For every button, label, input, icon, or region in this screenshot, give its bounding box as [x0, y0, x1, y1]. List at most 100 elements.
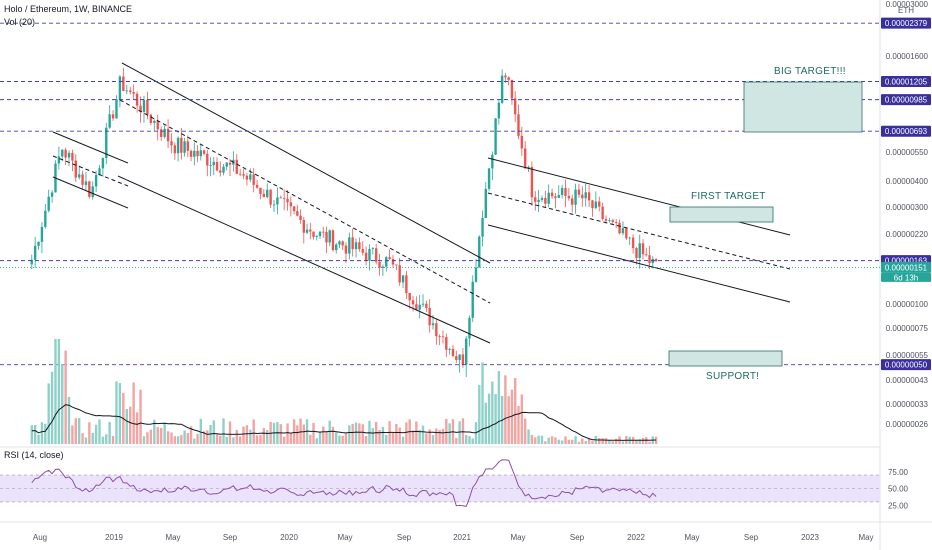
volume-bar	[445, 418, 448, 444]
price-tick-label: 0.00000075	[886, 324, 929, 333]
volume-bar	[510, 389, 514, 444]
candle-body	[571, 198, 574, 205]
volume-bar	[232, 437, 235, 444]
volume-bar	[641, 438, 645, 444]
candle-body	[312, 231, 315, 237]
volume-bar	[534, 437, 537, 444]
volume-bar	[638, 439, 641, 444]
candle-body	[544, 197, 547, 204]
volume-bar	[401, 436, 405, 444]
volume-bar	[57, 339, 61, 444]
candle-body	[81, 174, 84, 185]
volume-bar	[351, 423, 354, 444]
candle-body	[428, 307, 431, 326]
candle-body	[249, 174, 252, 180]
price-tag-text: 0.00002379	[885, 19, 928, 28]
candle-body	[189, 150, 193, 157]
volume-bar	[189, 426, 193, 444]
candle-body	[77, 174, 81, 178]
volume-bar	[202, 431, 206, 444]
candle-body	[484, 188, 487, 218]
candle-body	[425, 303, 428, 308]
candle-body	[282, 198, 286, 200]
candle-body	[91, 186, 94, 197]
candle-body	[196, 150, 199, 157]
volume-bar	[478, 385, 481, 444]
volume-bar	[212, 420, 215, 444]
volume-bar	[581, 438, 584, 444]
candle-body	[351, 237, 354, 250]
volume-bar	[186, 433, 190, 444]
volume-bar	[170, 432, 173, 444]
candle-body	[635, 248, 638, 258]
volume-bar	[540, 435, 544, 444]
candle-body	[118, 76, 122, 100]
volume-bar	[354, 422, 358, 444]
volume-bar	[302, 424, 306, 444]
volume-bar	[199, 418, 203, 444]
candle-body	[180, 137, 183, 153]
first-target-box	[669, 206, 774, 223]
volume-bar	[611, 441, 614, 444]
candle-body	[160, 129, 163, 137]
candle-body	[279, 197, 282, 199]
volume-bar	[574, 436, 577, 444]
candle-body	[451, 348, 455, 357]
volume-bar	[91, 432, 94, 444]
volume-tick-label: 0.00000026	[886, 420, 929, 429]
candle-body	[527, 166, 530, 169]
candle-body	[335, 244, 338, 251]
volume-bar	[163, 422, 166, 444]
candle-body	[149, 114, 153, 124]
volume-bar	[259, 434, 262, 444]
candle-body	[364, 252, 368, 261]
channel-2-upper	[121, 62, 491, 264]
volume-bar	[166, 431, 170, 444]
candle-body	[209, 165, 212, 166]
volume-bar	[299, 418, 302, 444]
candle-body	[318, 231, 322, 237]
candle-body	[228, 162, 232, 165]
price-tag-bg	[881, 359, 931, 371]
candle-body	[37, 241, 40, 246]
volume-bar	[215, 434, 219, 444]
candle-body	[574, 189, 577, 205]
candle-body	[98, 168, 101, 176]
volume-bar	[448, 423, 451, 444]
volume-bar	[438, 430, 441, 444]
volume-bar	[279, 424, 282, 444]
candle-body	[523, 148, 527, 169]
candle-body	[183, 141, 186, 153]
price-tag-bg	[881, 272, 931, 282]
candle-body	[494, 118, 497, 155]
volume-bar	[418, 429, 421, 444]
price-tick-label: 0.00000055	[886, 351, 929, 360]
candle-body	[122, 76, 125, 91]
price-tag-bg	[881, 75, 931, 87]
candle-body	[47, 196, 50, 211]
price-tag-text: 0.00000050	[885, 361, 928, 370]
volume-bar	[338, 435, 341, 444]
volume-bars	[30, 339, 658, 444]
candle-body	[645, 254, 648, 256]
channel-3-lower	[487, 224, 791, 303]
candle-body	[654, 258, 658, 262]
volume-bar	[30, 425, 33, 444]
candle-body	[547, 192, 550, 204]
volume-bar	[431, 435, 435, 444]
candle-body	[431, 323, 435, 326]
candle-body	[354, 242, 358, 250]
price-tag-bg	[881, 125, 931, 137]
volume-bar	[315, 438, 318, 444]
candle-body	[608, 220, 611, 222]
candle-body	[628, 237, 631, 239]
channel-1-lower	[52, 176, 129, 209]
candle-body	[212, 161, 215, 166]
volume-bar	[415, 421, 418, 444]
candle-body	[115, 99, 118, 119]
candle-body	[438, 336, 441, 337]
volume-bar	[520, 394, 524, 444]
time-tick-label: 2021	[453, 533, 471, 542]
candle-body	[405, 275, 408, 294]
